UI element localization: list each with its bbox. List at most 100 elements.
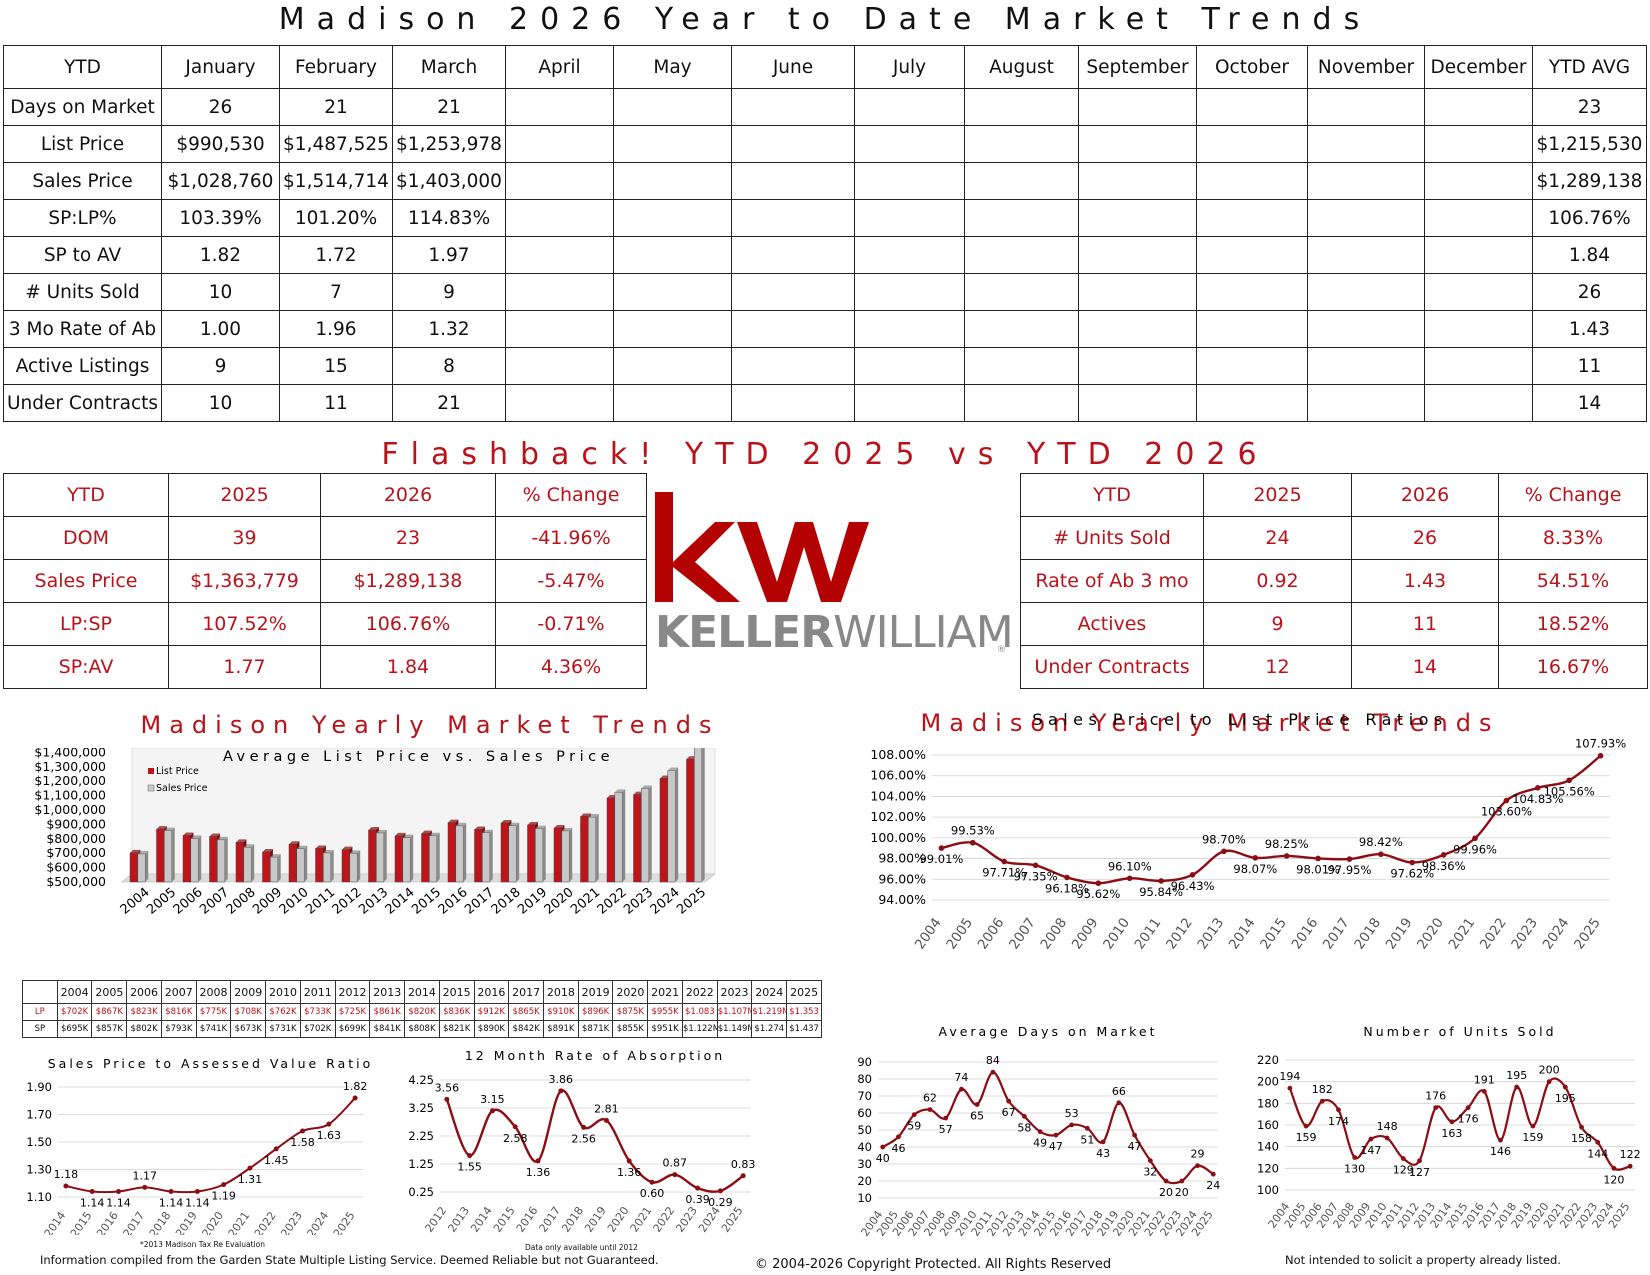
footer-center: © 2004-2026 Copyright Protected. All Rig… <box>755 1257 1112 1272</box>
column-header: 2025 <box>1203 473 1352 517</box>
bar-sales-price <box>667 767 679 883</box>
column-header: 2026 <box>1351 473 1499 517</box>
y-tick-label: 160 <box>1257 1118 1279 1132</box>
table-header-row: YTD 2025 2026% Change <box>1020 473 1648 517</box>
chart-title: Sales Price to Assessed Value Ratio <box>48 1056 374 1071</box>
data-label: 1.82 <box>343 1080 368 1093</box>
table-cell <box>731 310 855 348</box>
column-header: January <box>161 45 280 89</box>
y-tick-label: 1.90 <box>26 1080 52 1094</box>
column-header: May <box>613 45 732 89</box>
data-point <box>1378 851 1384 858</box>
table-cell <box>613 384 732 422</box>
row-label: Days on Market <box>3 88 162 126</box>
keller-williams-logo: KELLERWILLIAMS ® <box>655 492 1015 658</box>
data-point <box>512 1124 518 1130</box>
x-tick-label: 2016 <box>1289 915 1322 952</box>
table-cell <box>505 310 614 348</box>
tax-note: *2013 Madison Tax Re Evaluation <box>140 1240 265 1249</box>
lp-sp-values-table: 2004 2005 2006 2007 2008 2009 2010 2011 2012 2013… <box>22 980 822 1038</box>
x-tick-label: 2020 <box>605 1204 632 1234</box>
year-cell: 2006 <box>126 980 162 1004</box>
data-point <box>1021 1114 1027 1119</box>
table-cell <box>964 162 1079 200</box>
data-point <box>990 1069 996 1075</box>
x-tick-label: 2012 <box>330 885 365 918</box>
y-tick-label: 60 <box>857 1106 872 1120</box>
table-cell <box>854 199 965 237</box>
data-label: 3.56 <box>435 1081 460 1094</box>
data-label: 0.39 <box>685 1193 710 1206</box>
year-cell: 2018 <box>543 980 579 1004</box>
data-label: 51 <box>1080 1133 1094 1146</box>
series-line <box>1288 1077 1631 1171</box>
table-cell <box>1196 125 1308 163</box>
table-cell: 7 <box>279 273 393 311</box>
table-cell: 26 <box>1351 516 1499 560</box>
x-tick-label: 2021 <box>628 1204 655 1234</box>
data-point <box>1032 862 1039 869</box>
data-label: 65 <box>970 1110 984 1123</box>
data-label: 1.31 <box>238 1173 263 1186</box>
data-point <box>221 1182 227 1188</box>
data-label: 195 <box>1555 1092 1576 1105</box>
table-cell: 21 <box>392 384 506 422</box>
table-cell <box>1196 384 1308 422</box>
data-point <box>943 1115 949 1121</box>
table-cell <box>1078 236 1197 274</box>
table-row: 3 Mo Rate of Ab 1.00 1.96 1.32 1.43 <box>3 310 1647 348</box>
table-cell <box>1078 347 1197 385</box>
data-point <box>1210 1171 1216 1177</box>
table-cell <box>731 236 855 274</box>
row-label: SP <box>22 1020 58 1038</box>
y-tick-label: $800,000 <box>46 831 106 846</box>
sp-cell: $699K <box>334 1020 371 1038</box>
table-cell <box>854 273 965 311</box>
column-header: % Change <box>495 473 647 517</box>
data-label: 148 <box>1377 1120 1398 1133</box>
data-label: 122 <box>1620 1148 1641 1161</box>
bar-sales-price <box>482 829 493 883</box>
column-header: YTD <box>1020 473 1204 517</box>
table-cell <box>1078 199 1197 237</box>
lp-cell: $912K <box>473 1003 510 1021</box>
data-label: 129 <box>1393 1164 1414 1177</box>
data-label: 174 <box>1328 1115 1349 1128</box>
bar-sales-price <box>323 849 334 883</box>
ytd-avg-cell: 1.43 <box>1532 310 1647 348</box>
data-point <box>1417 1158 1422 1164</box>
table-cell <box>964 347 1079 385</box>
data-label: 99.96% <box>1453 842 1497 856</box>
x-tick-label: 2012 <box>423 1204 450 1234</box>
table-cell <box>1424 162 1533 200</box>
table-cell <box>731 125 855 163</box>
x-tick-label: 2015 <box>1257 915 1290 952</box>
ytd-avg-cell: $1,289,138 <box>1532 162 1647 200</box>
sp-cell: $890K <box>473 1020 510 1038</box>
table-cell <box>1196 88 1308 126</box>
table-cell: $990,530 <box>161 125 280 163</box>
x-tick-label: 2019 <box>1383 915 1416 952</box>
row-label: 3 Mo Rate of Ab <box>3 310 162 348</box>
y-tick-label: 20 <box>857 1174 872 1188</box>
lp-cell: $861K <box>369 1003 406 1021</box>
data-label: 147 <box>1360 1144 1381 1157</box>
table-cell: 11 <box>1351 602 1499 646</box>
table-cell: 1.77 <box>168 645 321 689</box>
table-header-row: YTD 2025 2026% Change <box>3 473 647 517</box>
table-cell <box>731 384 855 422</box>
x-tick-label: 2015 <box>68 1209 95 1235</box>
table-row: SP:AV 1.77 1.84 4.36% <box>3 645 647 689</box>
data-label: 2.58 <box>503 1132 528 1145</box>
x-tick-label: 2022 <box>651 1204 678 1234</box>
data-point <box>535 1158 541 1164</box>
table-row: DOM 39 23 -41.96% <box>3 516 647 560</box>
table-row: 2004 2005 2006 2007 2008 2009 2010 2011 2012 2013… <box>22 980 822 1004</box>
data-point <box>581 1124 587 1130</box>
data-label: 1.14 <box>185 1197 210 1210</box>
data-label: 0.87 <box>663 1157 688 1170</box>
lp-vs-sp-chart: Average List Price vs. Sales Price $500,0… <box>34 748 716 918</box>
table-cell: 1.96 <box>279 310 393 348</box>
x-tick-label: 2017 <box>537 1204 564 1234</box>
y-tick-label: 50 <box>857 1123 872 1137</box>
